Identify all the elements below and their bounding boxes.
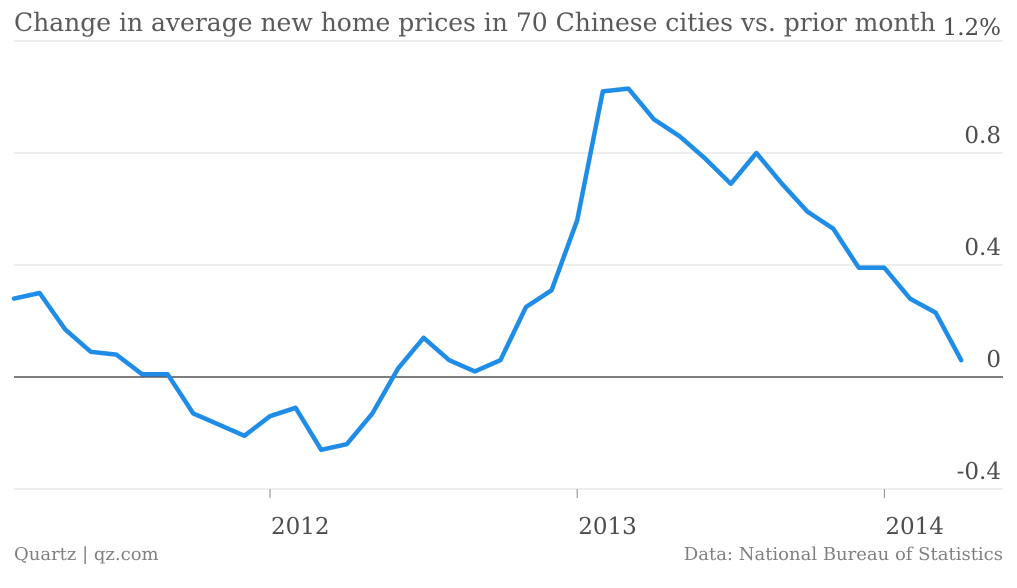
x-tick-label: 2012 bbox=[271, 514, 330, 540]
series bbox=[11, 86, 964, 453]
y-axis: 1.2% 0.8 0.4 0 -0.4 bbox=[943, 15, 1001, 485]
gridlines bbox=[14, 40, 1003, 490]
series-line bbox=[11, 86, 964, 453]
x-tick-label: 2014 bbox=[885, 514, 944, 540]
y-tick-label: 0.4 bbox=[964, 235, 1001, 261]
y-tick-label: 1.2% bbox=[943, 15, 1001, 41]
source-credit: Quartz | qz.com bbox=[14, 544, 159, 565]
y-tick-label: -0.4 bbox=[957, 459, 1001, 485]
chart-title: Change in average new home prices in 70 … bbox=[14, 8, 936, 37]
data-source: Data: National Bureau of Statistics bbox=[683, 544, 1003, 565]
x-tick-label: 2013 bbox=[578, 514, 637, 540]
y-tick-label: 0.8 bbox=[964, 123, 1001, 149]
y-tick-label: 0 bbox=[986, 347, 1001, 373]
x-axis: 2012 2013 2014 bbox=[269, 489, 944, 540]
